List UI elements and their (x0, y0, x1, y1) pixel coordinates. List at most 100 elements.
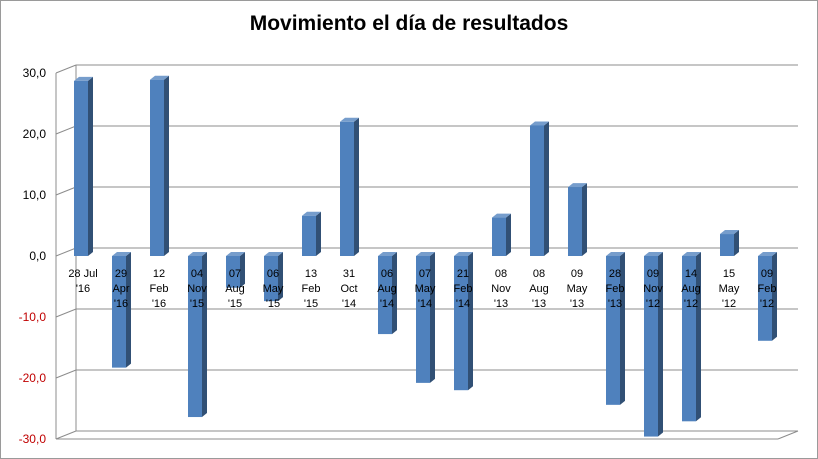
bar (340, 117, 359, 256)
category-label-line: '12 (722, 298, 736, 310)
category-label-line: Aug (681, 283, 701, 295)
bar (416, 252, 435, 383)
category-label-line: 12 (153, 268, 165, 280)
bar (492, 213, 511, 256)
category-label-line: Nov (187, 283, 207, 295)
category-label: 21 Feb '14 (454, 268, 473, 310)
bar (378, 252, 397, 335)
gridline-depth (55, 369, 77, 379)
bar (682, 252, 701, 422)
category-label-line: Aug (529, 283, 549, 295)
category-label: 06 May '15 (263, 268, 284, 310)
bar-side (468, 252, 473, 391)
category-label: 09 Nov '12 (643, 268, 663, 310)
y-tick-label: -10,0 (19, 310, 47, 324)
bar-front (682, 256, 696, 422)
category-label-line: Nov (643, 283, 663, 295)
category-label: 07 Aug '15 (225, 268, 245, 310)
category-label-line: 15 (723, 268, 735, 280)
category-label-line: '14 (418, 298, 432, 310)
category-label-line: '13 (608, 298, 622, 310)
category-label-line: 06 (267, 268, 279, 280)
bar (74, 76, 93, 257)
bar-top (682, 252, 701, 256)
bar (568, 183, 587, 256)
bar-side (202, 252, 207, 418)
category-label-line: May (263, 283, 284, 295)
category-label-line: '14 (342, 298, 356, 310)
category-label-line: '16 (152, 298, 166, 310)
bar (644, 252, 663, 437)
bar-front (340, 121, 354, 256)
category-label-line: '15 (266, 298, 280, 310)
y-tick-label: -20,0 (19, 371, 47, 385)
category-label: 08 Aug '13 (529, 268, 549, 310)
category-label: 06 Aug '14 (377, 268, 397, 310)
bar-side (734, 230, 739, 256)
category-label-line: May (719, 283, 740, 295)
category-label-line: 29 (115, 268, 127, 280)
bar-side (164, 75, 169, 257)
bar-side (544, 121, 549, 257)
bar-top (378, 252, 397, 256)
category-label: 09 Feb '12 (758, 268, 777, 310)
category-label: 29 Apr '16 (112, 268, 129, 310)
bar-front (454, 256, 468, 391)
category-label-line: May (415, 283, 436, 295)
category-label-line: '16 (76, 283, 90, 295)
chart-title: Movimiento el día de resultados (249, 12, 569, 35)
y-tick-label: -30,0 (19, 432, 47, 446)
bar-top (530, 121, 549, 126)
category-label-line: 07 (419, 268, 431, 280)
gridline-depth (55, 308, 77, 318)
bar-top (416, 252, 435, 256)
bar-top (758, 252, 777, 256)
category-label-line: May (567, 283, 588, 295)
category-label-line: 28 (609, 268, 621, 280)
category-label: 28 Jul '16 (68, 268, 97, 295)
bar-side (88, 76, 93, 257)
bar-top (492, 213, 511, 218)
y-tick-label: 0,0 (29, 249, 46, 263)
gridline-depth (55, 125, 77, 135)
bar-side (620, 252, 625, 405)
bar (188, 252, 207, 418)
category-label: 08 Nov '13 (491, 268, 511, 310)
bar-top (150, 75, 169, 80)
category-label: 04 Nov '15 (187, 268, 207, 310)
category-label-line: 04 (191, 268, 203, 280)
bar-front (264, 256, 278, 302)
category-label-line: '13 (494, 298, 508, 310)
category-label: 15 May '12 (719, 268, 740, 310)
bar-side (582, 183, 587, 256)
bar-top (568, 183, 587, 188)
bar-side (392, 252, 397, 335)
bar-side (354, 117, 359, 256)
bar-front (188, 256, 202, 418)
bar-top (340, 117, 359, 122)
gridline-depth (55, 64, 77, 74)
bar-front (378, 256, 392, 335)
category-label-line: 21 (457, 268, 469, 280)
bar-front (720, 234, 734, 256)
bar-front (606, 256, 620, 405)
category-label-line: 09 (761, 268, 773, 280)
category-label-line: '15 (304, 298, 318, 310)
bar (112, 252, 131, 368)
category-label-line: '13 (532, 298, 546, 310)
category-label-line: Nov (491, 283, 511, 295)
category-label-line: '14 (380, 298, 394, 310)
category-label: 13 Feb '15 (302, 268, 321, 310)
category-label: 31 Oct '14 (340, 268, 357, 310)
y-tick-label: 20,0 (23, 127, 47, 141)
category-label: 14 Aug '12 (681, 268, 701, 310)
bar-side (658, 252, 663, 437)
bar-side (772, 252, 777, 341)
bar-front (492, 217, 506, 256)
category-label-line: '13 (570, 298, 584, 310)
category-label-line: Aug (225, 283, 245, 295)
category-label-line: 07 (229, 268, 241, 280)
y-axis-ticks: 30,0 20,0 10,0 0,0 -10,0 -20,0 -30,0 (19, 66, 47, 446)
